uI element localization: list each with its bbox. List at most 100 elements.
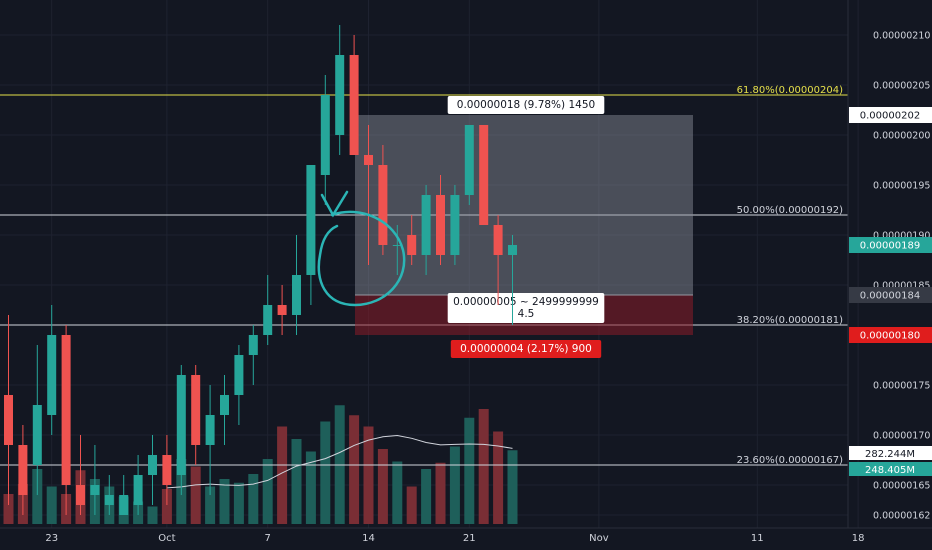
candle-body [176,375,186,475]
candlesticks [4,25,517,515]
price-tag-text: 0.00000202 [860,111,920,122]
volume-ma-line [166,434,513,489]
fib-level-label: 38.20%(0.00000181) [737,315,843,326]
long-position-tool[interactable]: 0.00000018 (9.78%) 1450 0.00000005 ~ 2499… [355,96,693,358]
hand-drawn-annotation [317,190,406,307]
price-tick-label: 0.00000205 [873,81,930,92]
candle-body [104,495,114,505]
price-tick-label: 0.00000175 [873,381,930,392]
price-tag-bg [849,287,932,303]
stop-label-bg [450,340,602,358]
candle-body [32,405,42,465]
price-tag-bg [849,237,932,253]
price-tick-label: 0.00000170 [873,431,930,442]
volume-bar [190,466,201,524]
volume-bar [147,506,158,524]
volume-bar [32,469,43,524]
price-tick-label: 0.00000200 [873,131,930,142]
candle-body [464,125,474,195]
volume-bar [46,486,57,524]
volume-bar [305,451,316,524]
fib-level-label: 50.00%(0.00000192) [737,205,843,216]
volume-bar [320,421,331,524]
candle-body [508,245,517,255]
volume-bar [392,461,403,524]
target-label: 0.00000018 (9.78%) 1450 [447,96,605,114]
volume-bar [377,449,388,524]
candle-body [162,455,172,485]
target-label-text: 0.00000018 (9.78%) 1450 [457,99,595,111]
volume-bar [363,426,374,524]
volume-bar [478,409,489,524]
volume-ma-tag-bg [849,446,932,460]
candle-body [450,195,460,255]
fib-level-label: 61.80%(0.00000204) [737,85,843,96]
candle-body [133,475,143,505]
volume-ma-tag-text: 282.244M [865,449,915,460]
price-tick-label: 0.00000190 [873,231,930,242]
position-center-label-bg [447,293,605,323]
candle-body [407,235,417,255]
position-center-label-text: 0.00000005 ~ 2499999999 [453,296,599,308]
candle-body [90,485,100,495]
candle-body [421,195,431,255]
volume-tag-text: 248.405M [865,465,915,476]
volume-bar [493,431,504,524]
date-tick-label: Nov [589,533,609,544]
price-tick-label: 0.00000162 [873,511,930,522]
volume-bar [277,426,288,524]
volume-bar [205,486,216,524]
price-tag-text: 0.00000184 [860,291,920,302]
price-tick-label: 0.00000195 [873,181,930,192]
target-label-bg [447,96,605,114]
price-tag-text: 0.00000189 [860,241,920,252]
volume-tag-bg [849,462,932,476]
volume-tags: 282.244M 248.405M [849,446,932,476]
candle-body [335,55,345,135]
volume-bar [248,474,259,524]
price-axis[interactable]: 0.00000210 0.00000205 0.00000200 0.00000195… [873,31,930,522]
candle-body [493,225,503,255]
volume-bar [406,486,417,524]
candle-body [479,125,489,225]
price-tick-label: 0.00000165 [873,481,930,492]
volume-bar [435,462,446,524]
candle-body [364,155,373,165]
date-tick-label: 11 [751,533,764,544]
candle-body [349,55,359,155]
price-tag-text: 0.00000180 [860,331,920,342]
volume-bar [464,417,475,524]
candle-body [292,275,301,315]
volume-bar [421,469,432,524]
candle-body [205,415,215,445]
candle-body [306,165,316,275]
candle-body [378,165,388,245]
position-center-label-text: 4.5 [518,308,535,320]
candle-body [148,455,157,475]
price-tag-bg [849,107,932,123]
price-tag-bg [849,327,932,343]
date-tick-label: 23 [45,533,58,544]
date-tick-label: 21 [463,533,476,544]
candle-body [263,305,273,335]
date-tick-label: 7 [265,533,271,544]
volume-bar [291,439,302,524]
fib-level-label: 23.60%(0.00000167) [737,455,843,466]
candle-body [392,245,402,246]
candle-body [76,485,85,505]
candle-body [47,335,57,415]
volume-bar [262,459,273,524]
price-tags: 0.00000202 0.00000189 0.00000184 0.00000180 [849,107,932,343]
candle-body [61,335,71,485]
date-tick-label: Oct [158,533,175,544]
candle-body [320,95,330,175]
volume-bar [3,494,14,524]
target-zone [355,115,693,295]
volume-bar [233,482,244,524]
price-tick-label: 0.00000185 [873,281,930,292]
candle-body [277,305,287,315]
candle-body [436,195,445,255]
time-axis[interactable]: 23 Oct 7 14 21 Nov 11 18 [45,533,864,544]
